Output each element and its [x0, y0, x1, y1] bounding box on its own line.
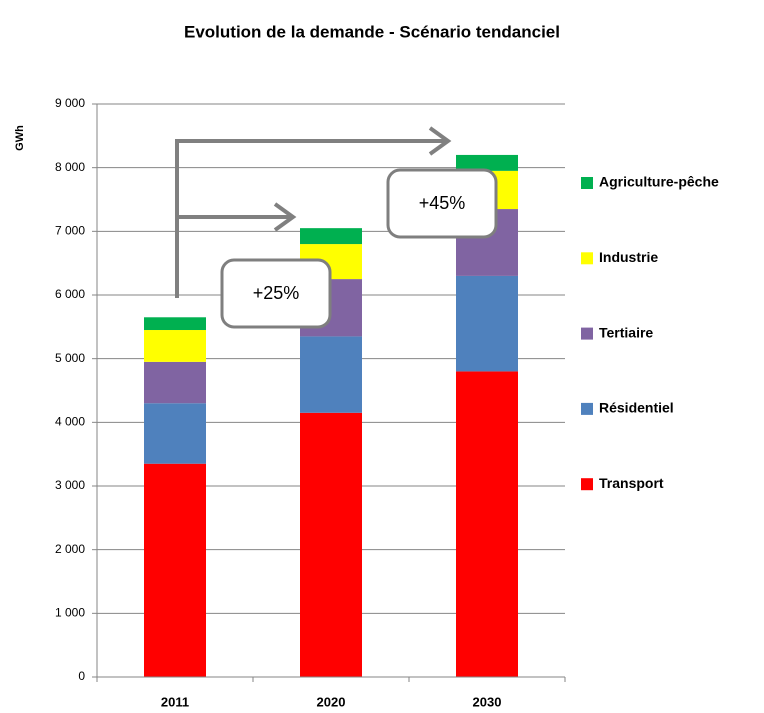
bar-segment	[456, 154, 518, 171]
bar-segment	[456, 371, 518, 677]
bar-segment	[300, 412, 362, 677]
legend-swatch	[581, 478, 593, 491]
y-tick-label: 0	[78, 669, 85, 683]
y-axis-label: GWh	[14, 125, 26, 151]
chart-title: Evolution de la demande - Scénario tenda…	[184, 22, 560, 41]
callout-box	[386, 168, 498, 239]
bar-segment	[144, 361, 206, 404]
bar-segment	[300, 228, 362, 245]
callout-box	[220, 258, 332, 329]
legend-label: Agriculture-pêche	[599, 174, 719, 190]
annotation: +45%	[419, 193, 466, 213]
y-tick-label: 6 000	[55, 287, 85, 301]
legend-label: Transport	[599, 475, 664, 491]
legend-label: Industrie	[599, 249, 658, 265]
y-tick-label: 7 000	[55, 224, 85, 238]
arrows	[175, 126, 452, 298]
bar-segment	[300, 336, 362, 413]
y-tick-label: 8 000	[55, 160, 85, 174]
legend-swatch	[581, 252, 593, 265]
y-tick-label: 4 000	[55, 415, 85, 429]
x-tick-label: 2030	[473, 694, 502, 709]
x-tick-label: 2011	[161, 694, 189, 709]
bar-segment	[456, 275, 518, 372]
bar-segment	[144, 330, 206, 362]
y-tick-label: 9 000	[55, 96, 85, 110]
x-tick-label: 2020	[317, 694, 346, 709]
arrow-head	[273, 202, 297, 232]
bar-segment	[144, 317, 206, 331]
legend-swatch	[581, 177, 593, 189]
y-tick-label: 1 000	[55, 606, 85, 620]
y-tick-label: 2 000	[55, 542, 85, 556]
arrow-head	[428, 126, 452, 156]
bar-segment	[144, 403, 206, 464]
legend-label: Tertiaire	[599, 324, 653, 340]
annotation: +25%	[253, 283, 300, 303]
bar-segment	[144, 463, 206, 677]
legend-label: Résidentiel	[599, 400, 674, 416]
y-tick-label: 3 000	[55, 478, 85, 492]
legend-swatch	[581, 402, 593, 415]
y-tick-label: 5 000	[55, 351, 85, 365]
legend-swatch	[581, 327, 593, 340]
